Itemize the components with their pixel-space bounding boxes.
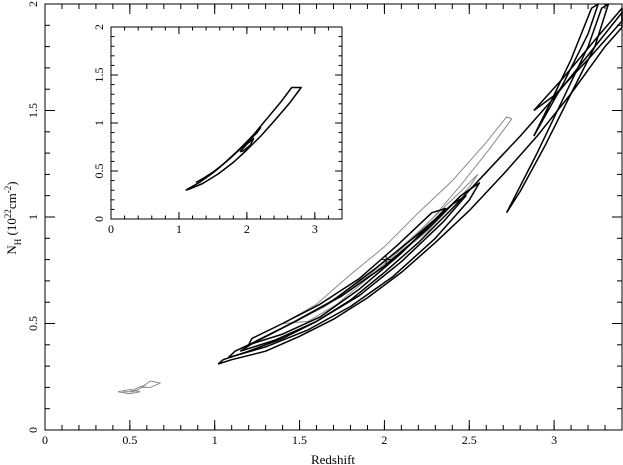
y-axis-title-exp1: 22 bbox=[3, 209, 13, 218]
y-tick-label: 0 bbox=[92, 216, 106, 222]
inset-plot: 0 1 2 3 0 0.5 1 1.5 2 bbox=[92, 24, 343, 236]
x-tick-label: 2 bbox=[381, 433, 387, 447]
x-tick-label: 2 bbox=[244, 222, 250, 236]
y-tick-label: 2 bbox=[26, 1, 40, 7]
x-tick-label: 0 bbox=[108, 222, 114, 236]
inset-background bbox=[111, 27, 342, 219]
y-tick-label: 1 bbox=[26, 214, 40, 220]
y-axis-title: NH (1022cm-2) bbox=[3, 181, 23, 254]
y-axis-title-sub: H bbox=[13, 238, 23, 245]
best-fit-marker bbox=[381, 254, 392, 265]
x-tick-label: 0.5 bbox=[122, 433, 137, 447]
x-tick-label: 1.5 bbox=[292, 433, 307, 447]
y-tick-label: 0.5 bbox=[26, 316, 40, 331]
y-axis-title-close: ) bbox=[4, 181, 19, 185]
y-tick-label: 1 bbox=[92, 120, 106, 126]
x-tick-label: 1 bbox=[176, 222, 182, 236]
contour-upper-branch-outer bbox=[505, 3, 610, 214]
y-tick-label: 1.5 bbox=[26, 103, 40, 118]
inset-x-axis: 0 1 2 3 bbox=[108, 27, 343, 236]
x-tick-label: 3 bbox=[551, 433, 557, 447]
contour-inner-2 bbox=[239, 194, 467, 352]
x-tick-label: 2.5 bbox=[462, 433, 477, 447]
x-tick-label: 3 bbox=[312, 222, 318, 236]
y-tick-label: 1.5 bbox=[92, 68, 106, 83]
main-plot: 0 0.5 1 1.5 2 2.5 3 00.511.52 Redshift NH (102… bbox=[3, 1, 623, 465]
contour-grey-band bbox=[265, 173, 479, 337]
best-fit-cross bbox=[381, 254, 392, 265]
contour-inset-inner bbox=[195, 127, 262, 184]
y-axis-title-exp2: -2 bbox=[3, 186, 13, 194]
contour-inset-core bbox=[239, 137, 255, 153]
y-axis-title-unit: cm bbox=[4, 193, 19, 209]
contour-inner-3 bbox=[247, 207, 447, 346]
y-axis-title-open: (10 bbox=[4, 218, 19, 239]
inset-contours bbox=[185, 86, 302, 191]
inset-y-axis: 0 0.5 1 1.5 2 bbox=[92, 24, 342, 222]
y-tick-label: 0.5 bbox=[92, 164, 106, 179]
contour-right-branch bbox=[533, 7, 623, 112]
contour-grey-small-3 bbox=[123, 384, 146, 393]
main-contours bbox=[117, 3, 623, 395]
x-tick-label: 1 bbox=[212, 433, 218, 447]
contour-grey-small-1 bbox=[117, 389, 141, 395]
main-x-axis: 0 0.5 1 1.5 2 2.5 3 bbox=[42, 4, 623, 447]
contour-grey-outer bbox=[282, 116, 513, 324]
y-axis-title-main: N bbox=[4, 245, 19, 255]
x-tick-label: 0 bbox=[42, 433, 48, 447]
y-tick-label: 2 bbox=[92, 24, 106, 30]
main-y-axis: 0 0.5 1 1.5 2 bbox=[26, 1, 622, 433]
y-tick-label: 0 bbox=[26, 427, 40, 433]
x-axis-title: Redshift bbox=[311, 452, 355, 465]
contour-grey-small-2 bbox=[141, 380, 161, 388]
